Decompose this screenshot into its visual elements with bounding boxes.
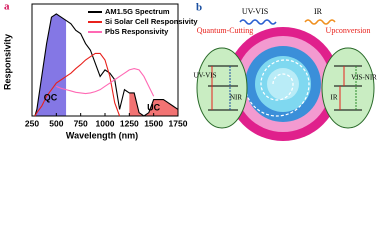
label: IR [314, 7, 323, 16]
label: UV-VIS [242, 7, 268, 16]
x-tick-label: 1000 [96, 118, 115, 128]
x-tick-label: 250 [25, 118, 39, 128]
label: Upconversion [326, 26, 371, 35]
qc-region [34, 13, 67, 116]
wave [239, 19, 277, 25]
levels [208, 65, 362, 111]
label: NIR [230, 94, 242, 102]
annotation: UC [147, 102, 160, 112]
inset [196, 47, 248, 129]
label: Quantum-Cutting [197, 26, 253, 35]
series-line [34, 52, 121, 117]
x-tick-label: 1250 [120, 118, 139, 128]
annotation: QC [44, 92, 58, 102]
wave [304, 19, 336, 25]
label: UV-VIS [193, 72, 216, 80]
label: VIS-NIR [351, 74, 377, 82]
series-line [56, 67, 155, 97]
inset [321, 47, 375, 129]
y-axis-label: Responsivity [2, 34, 12, 90]
uc-region [129, 92, 178, 116]
panel-label: b [196, 2, 202, 14]
legend-label: Si Solar Cell Responsivity [105, 17, 198, 26]
rings [226, 27, 340, 141]
x-tick-label: 500 [49, 118, 63, 128]
series-line [34, 13, 179, 117]
figure: a Wavelength (nm) Responsivity 250 500 750… [2, 1, 377, 141]
x-tick-label: 750 [74, 118, 88, 128]
x-tick-label: 1500 [144, 118, 163, 128]
x-tick-label: 1750 [169, 118, 188, 128]
label: IR [331, 94, 338, 102]
x-axis-label: Wavelength (nm) [66, 130, 138, 140]
panel-label: a [4, 1, 10, 13]
plot: 250 500 750 1000 1250 1500 1750 AM1.5G Spectrum… [25, 3, 198, 128]
legend-label: PbS Responsivity [105, 27, 169, 36]
legend-label: AM1.5G Spectrum [105, 7, 170, 16]
